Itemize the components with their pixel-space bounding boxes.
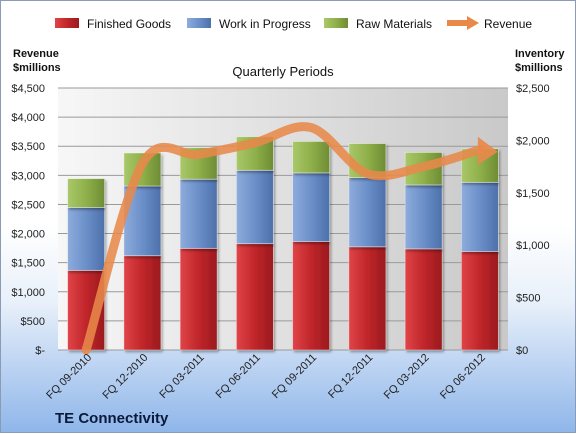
revenue-line-path bbox=[81, 122, 485, 355]
legend-label-work-in-progress: Work in Progress bbox=[219, 17, 311, 31]
bar-finished-goods bbox=[460, 251, 499, 351]
x-tick-label: FQ 09-2010 bbox=[44, 352, 94, 402]
right-axis-title-line2: $millions bbox=[515, 62, 563, 74]
bar-finished-goods bbox=[292, 241, 331, 351]
bar-work-in-progress bbox=[460, 181, 499, 252]
bar-finished-goods bbox=[235, 243, 274, 351]
x-tick-label: FQ 12-2010 bbox=[101, 352, 151, 402]
x-tick-label: FQ 03-2011 bbox=[157, 352, 206, 401]
right-tick-label: $1,000 bbox=[516, 240, 550, 252]
bar-finished-goods bbox=[404, 248, 443, 351]
bar-raw-materials bbox=[292, 141, 331, 174]
legend: Finished Goods Work in Progress Raw Mate… bbox=[55, 16, 532, 31]
x-axis-labels: FQ 09-2010 FQ 12-2010 FQ 03-2011 FQ 06-2011… bbox=[44, 352, 488, 402]
right-axis-title-line1: Inventory bbox=[515, 48, 565, 60]
right-axis-ticks: $0 $500 $1,000 $1,500 $2,000 $2,500 bbox=[516, 83, 550, 357]
legend-swatch-finished-goods bbox=[55, 18, 79, 28]
left-axis-title-line1: Revenue bbox=[13, 48, 59, 60]
x-tick-label: FQ 03-2012 bbox=[382, 352, 432, 402]
bar-finished-goods bbox=[348, 246, 387, 351]
bar-raw-materials bbox=[67, 178, 106, 208]
chart-title: Quarterly Periods bbox=[232, 64, 334, 79]
x-tick-label: FQ 06-2012 bbox=[438, 352, 488, 402]
right-tick-label: $500 bbox=[516, 293, 540, 305]
left-tick-label: $500 bbox=[21, 316, 45, 328]
bar-work-in-progress bbox=[404, 184, 443, 250]
legend-swatch-work-in-progress bbox=[187, 18, 211, 28]
x-tick-label: FQ 12-2011 bbox=[326, 352, 375, 401]
left-axis-title-line2: $millions bbox=[13, 62, 61, 74]
legend-label-finished-goods: Finished Goods bbox=[87, 17, 171, 31]
revenue-arrowhead bbox=[477, 136, 498, 165]
left-tick-label: $4,000 bbox=[11, 112, 45, 124]
right-tick-label: $2,500 bbox=[516, 83, 550, 95]
bar-work-in-progress bbox=[179, 178, 218, 249]
legend-swatch-raw-materials bbox=[324, 18, 348, 28]
right-tick-label: $0 bbox=[516, 345, 528, 357]
left-tick-label: $2,500 bbox=[11, 199, 45, 211]
bar-work-in-progress bbox=[67, 207, 106, 271]
left-tick-label: $1,500 bbox=[11, 258, 45, 270]
left-tick-label: $2,000 bbox=[11, 229, 45, 241]
bar-work-in-progress bbox=[348, 177, 387, 248]
brand-name: TE Connectivity bbox=[55, 410, 169, 427]
revenue-line bbox=[81, 122, 498, 355]
x-tick-label: FQ 06-2011 bbox=[214, 352, 263, 401]
legend-arrow-revenue bbox=[467, 16, 479, 30]
left-tick-label: $3,500 bbox=[11, 141, 45, 153]
bar-work-in-progress bbox=[292, 172, 331, 242]
left-axis-ticks: $- $500 $1,000 $1,500 $2,000 $2,500 $3,000 $3,5… bbox=[11, 83, 45, 357]
legend-label-raw-materials: Raw Materials bbox=[356, 17, 432, 31]
right-tick-label: $1,500 bbox=[516, 188, 550, 200]
left-tick-label: $3,000 bbox=[11, 170, 45, 182]
right-tick-label: $2,000 bbox=[516, 135, 550, 147]
left-tick-label: $- bbox=[35, 345, 45, 357]
left-tick-label: $4,500 bbox=[11, 83, 45, 95]
x-tick-label: FQ 09-2011 bbox=[270, 352, 319, 401]
bar-finished-goods bbox=[179, 247, 218, 351]
bars bbox=[67, 136, 499, 351]
bar-finished-goods bbox=[123, 255, 162, 351]
left-tick-label: $1,000 bbox=[11, 287, 45, 299]
bar-work-in-progress bbox=[235, 169, 274, 245]
legend-label-revenue: Revenue bbox=[484, 17, 532, 31]
